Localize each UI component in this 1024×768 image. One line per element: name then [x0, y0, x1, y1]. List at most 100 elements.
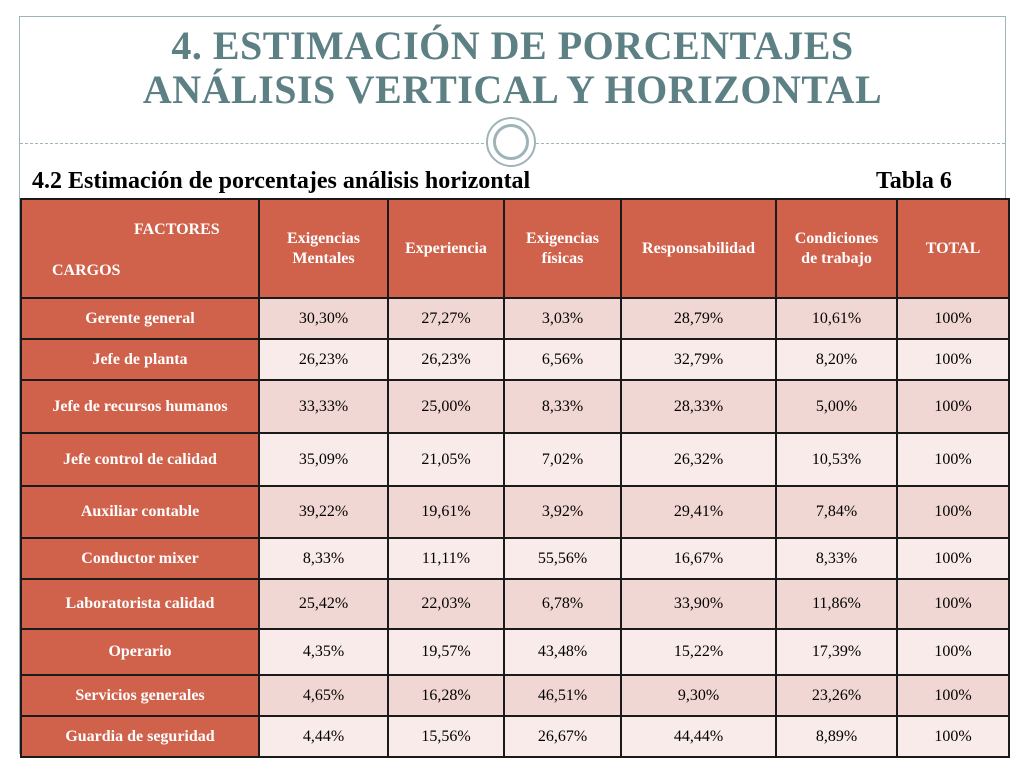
row-label-cargo: Operario	[20, 628, 260, 676]
table-cell: 26,23%	[387, 338, 505, 381]
table-cell: 29,41%	[620, 485, 777, 539]
table-cell: 32,79%	[620, 338, 777, 381]
table-cell: 6,78%	[503, 578, 622, 630]
title-line-1: 4. ESTIMACIÓN DE PORCENTAJES	[171, 23, 854, 68]
table-cell: 8,33%	[503, 379, 622, 434]
percentages-table: FACTORES CARGOS Exigencias Mentales Experi…	[20, 198, 1010, 758]
table-cell: 27,27%	[387, 297, 505, 340]
row-label-cargo: Conductor mixer	[20, 537, 260, 580]
table-cell: 17,39%	[775, 628, 898, 676]
table-row: Gerente general 30,30% 27,27% 3,03% 28,79% 10…	[20, 297, 1010, 340]
column-header-line: Condiciones	[794, 229, 879, 247]
column-header-line: Exigencias	[287, 229, 360, 247]
column-header: Exigencias físicas	[503, 198, 622, 299]
corner-header: FACTORES CARGOS	[20, 198, 260, 299]
table-row: Jefe control de calidad 35,09% 21,05% 7,02%…	[20, 432, 1010, 487]
table-cell: 5,00%	[775, 379, 898, 434]
column-header-line: físicas	[541, 249, 584, 267]
table-row: Jefe de recursos humanos 33,33% 25,00% 8,33…	[20, 379, 1010, 434]
table-cell: 11,86%	[775, 578, 898, 630]
column-header-line: Mentales	[292, 249, 355, 267]
table-cell: 100%	[896, 379, 1010, 434]
column-header-line: TOTAL	[925, 239, 981, 257]
table-cell: 19,61%	[387, 485, 505, 539]
title-line-2: ANÁLISIS VERTICAL Y HORIZONTAL	[142, 67, 883, 112]
table-cell: 28,79%	[620, 297, 777, 340]
row-label-cargo: Jefe de planta	[20, 338, 260, 381]
row-label-cargo: Auxiliar contable	[20, 485, 260, 539]
column-header: Responsabilidad	[620, 198, 777, 299]
table-cell: 100%	[896, 578, 1010, 630]
cargos-label: CARGOS	[52, 262, 121, 279]
column-header-line: Experiencia	[405, 239, 487, 257]
table-cell: 4,65%	[258, 674, 389, 717]
row-label-cargo: Jefe control de calidad	[20, 432, 260, 487]
table-cell: 7,84%	[775, 485, 898, 539]
table-cell: 16,28%	[387, 674, 505, 717]
table-cell: 8,89%	[775, 715, 898, 758]
table-body: Gerente general 30,30% 27,27% 3,03% 28,79% 10…	[20, 297, 1010, 758]
table-cell: 33,90%	[620, 578, 777, 630]
table-cell: 22,03%	[387, 578, 505, 630]
table-cell: 100%	[896, 715, 1010, 758]
table-row: Laboratorista calidad 25,42% 22,03% 6,78% 33…	[20, 578, 1010, 630]
table-row: Jefe de planta 26,23% 26,23% 6,56% 32,79% 8,2…	[20, 338, 1010, 381]
table-cell: 35,09%	[258, 432, 389, 487]
table-cell: 100%	[896, 297, 1010, 340]
table-row: Operario 4,35% 19,57% 43,48% 15,22% 17,39% 100…	[20, 628, 1010, 676]
table-cell: 23,26%	[775, 674, 898, 717]
row-label-cargo: Servicios generales	[20, 674, 260, 717]
section-heading: 4.2 Estimación de porcentajes análisis h…	[32, 168, 531, 194]
table-cell: 26,67%	[503, 715, 622, 758]
column-header-line: Exigencias	[526, 229, 599, 247]
table-cell: 3,03%	[503, 297, 622, 340]
table-cell: 10,53%	[775, 432, 898, 487]
row-label-cargo: Guardia de seguridad	[20, 715, 260, 758]
table-row: Conductor mixer 8,33% 11,11% 55,56% 16,67% 8,…	[20, 537, 1010, 580]
column-header-line: Responsabilidad	[642, 239, 755, 257]
column-header: TOTAL	[896, 198, 1010, 299]
table-cell: 100%	[896, 485, 1010, 539]
table-cell: 44,44%	[620, 715, 777, 758]
table-cell: 3,92%	[503, 485, 622, 539]
circle-ornament-icon	[486, 117, 536, 167]
table-cell: 9,30%	[620, 674, 777, 717]
table-cell: 33,33%	[258, 379, 389, 434]
table-cell: 10,61%	[775, 297, 898, 340]
table-cell: 43,48%	[503, 628, 622, 676]
table-header-row: FACTORES CARGOS Exigencias Mentales Experi…	[20, 198, 1010, 299]
row-label-cargo: Jefe de recursos humanos	[20, 379, 260, 434]
table-cell: 39,22%	[258, 485, 389, 539]
table-cell: 30,30%	[258, 297, 389, 340]
table-cell: 15,56%	[387, 715, 505, 758]
table-cell: 7,02%	[503, 432, 622, 487]
column-header-line: de trabajo	[801, 249, 872, 267]
table-cell: 100%	[896, 628, 1010, 676]
table-cell: 26,23%	[258, 338, 389, 381]
table-cell: 100%	[896, 338, 1010, 381]
table-cell: 100%	[896, 674, 1010, 717]
table-cell: 8,33%	[258, 537, 389, 580]
table-cell: 15,22%	[620, 628, 777, 676]
table-cell: 16,67%	[620, 537, 777, 580]
row-label-cargo: Gerente general	[20, 297, 260, 340]
table-cell: 100%	[896, 537, 1010, 580]
slide-title: 4. ESTIMACIÓN DE PORCENTAJES ANÁLISIS VE…	[20, 24, 1005, 112]
table-cell: 21,05%	[387, 432, 505, 487]
table-cell: 4,44%	[258, 715, 389, 758]
table-row: Guardia de seguridad 4,44% 15,56% 26,67% 44,…	[20, 715, 1010, 758]
table-row: Servicios generales 4,65% 16,28% 46,51% 9,30…	[20, 674, 1010, 717]
table-cell: 8,33%	[775, 537, 898, 580]
table-cell: 6,56%	[503, 338, 622, 381]
row-label-cargo: Laboratorista calidad	[20, 578, 260, 630]
table-row: Auxiliar contable 39,22% 19,61% 3,92% 29,41%…	[20, 485, 1010, 539]
table-cell: 26,32%	[620, 432, 777, 487]
column-header: Exigencias Mentales	[258, 198, 389, 299]
table-cell: 25,42%	[258, 578, 389, 630]
table-cell: 8,20%	[775, 338, 898, 381]
table-cell: 28,33%	[620, 379, 777, 434]
table-cell: 100%	[896, 432, 1010, 487]
table-cell: 25,00%	[387, 379, 505, 434]
table-label: Tabla 6	[876, 168, 952, 194]
table-cell: 11,11%	[387, 537, 505, 580]
